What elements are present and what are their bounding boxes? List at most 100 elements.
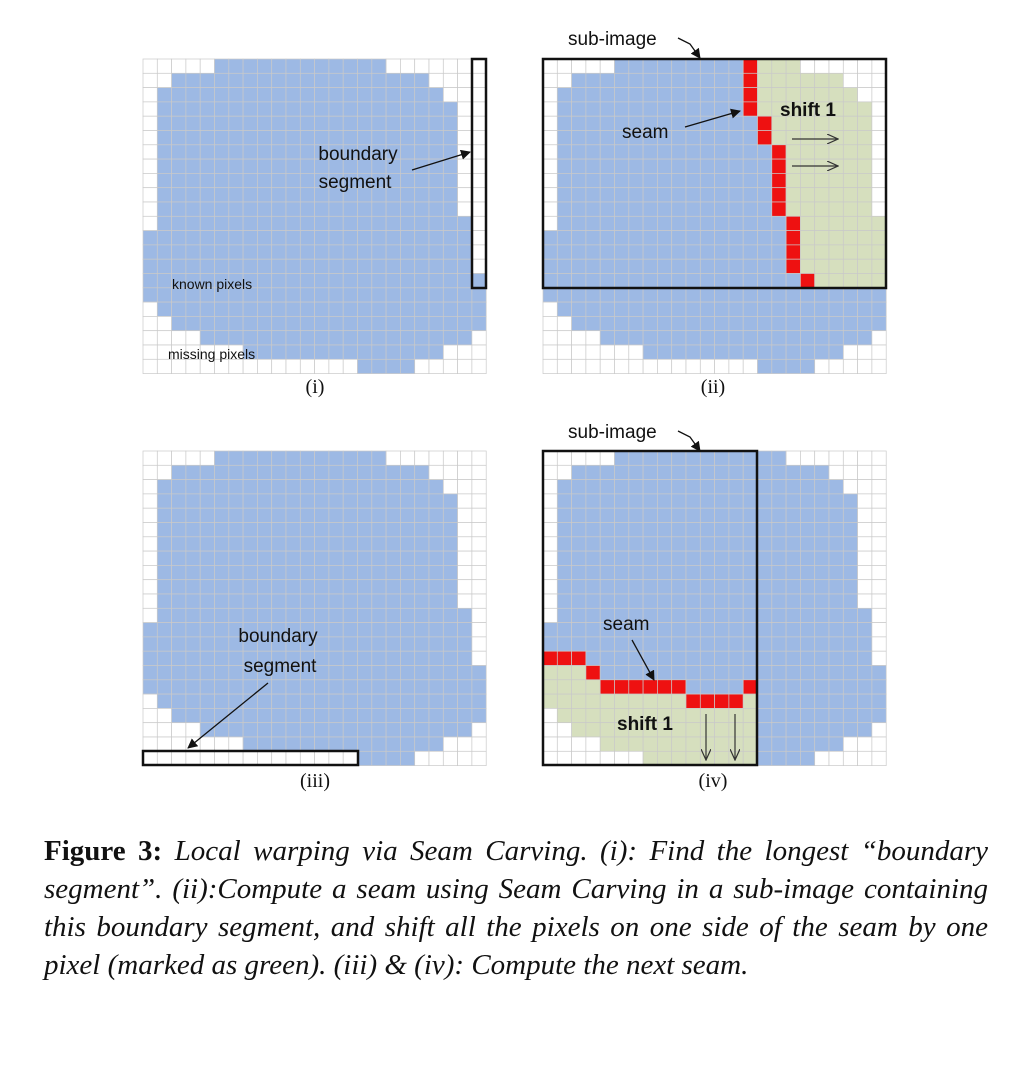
known-pixel	[171, 158, 187, 174]
known-pixel	[771, 650, 787, 666]
known-pixel	[371, 244, 387, 260]
known-pixel	[542, 258, 558, 274]
known-pixel	[257, 187, 273, 203]
known-pixel	[199, 679, 215, 695]
missing-pixel	[142, 173, 158, 189]
known-pixel	[457, 330, 473, 346]
known-pixel	[828, 693, 844, 709]
known-pixel	[199, 173, 215, 189]
known-pixel	[628, 665, 644, 681]
known-pixel	[357, 287, 373, 303]
known-pixel	[614, 636, 630, 652]
known-pixel	[214, 622, 230, 638]
known-pixel	[685, 536, 701, 552]
known-pixel	[699, 679, 715, 695]
known-pixel	[585, 507, 601, 523]
known-pixel	[357, 493, 373, 509]
missing-pixel	[442, 87, 458, 103]
missing-pixel	[471, 173, 487, 189]
known-pixel	[385, 736, 401, 752]
known-pixel	[556, 593, 572, 609]
known-pixel	[271, 273, 287, 289]
known-pixel	[400, 358, 416, 374]
known-pixel	[400, 593, 416, 609]
known-pixel	[757, 507, 773, 523]
known-pixel	[642, 464, 658, 480]
panel-label-ii: (ii)	[701, 376, 725, 398]
known-pixel	[685, 593, 701, 609]
known-pixel	[314, 344, 330, 360]
missing-pixel	[171, 58, 187, 74]
known-pixel	[228, 593, 244, 609]
missing-pixel	[857, 72, 873, 88]
known-pixel	[671, 330, 687, 346]
known-pixel	[814, 565, 830, 581]
known-pixel	[571, 622, 587, 638]
known-pixel	[156, 665, 172, 681]
known-pixel	[385, 650, 401, 666]
known-pixel	[271, 579, 287, 595]
known-pixel	[199, 187, 215, 203]
known-pixel	[828, 708, 844, 724]
missing-pixel	[471, 522, 487, 538]
known-pixel	[156, 550, 172, 566]
missing-pixel	[271, 358, 287, 374]
known-pixel	[642, 173, 658, 189]
known-pixel	[199, 144, 215, 160]
known-pixel	[585, 201, 601, 217]
missing-pixel	[471, 130, 487, 146]
missing-pixel	[142, 344, 158, 360]
known-pixel	[357, 464, 373, 480]
seam-label-ii: seam	[622, 122, 668, 143]
missing-pixel	[542, 479, 558, 495]
known-pixel	[599, 464, 615, 480]
missing-pixel	[556, 316, 572, 332]
known-pixel	[714, 72, 730, 88]
known-pixel	[242, 130, 258, 146]
known-pixel	[785, 479, 801, 495]
known-pixel	[671, 130, 687, 146]
known-pixel	[814, 607, 830, 623]
known-pixel	[285, 522, 301, 538]
known-pixel	[571, 301, 587, 317]
known-pixel	[714, 479, 730, 495]
known-pixel	[442, 665, 458, 681]
known-pixel	[628, 536, 644, 552]
missing-pixel	[842, 72, 858, 88]
known-pixel	[314, 708, 330, 724]
missing-pixel	[471, 507, 487, 523]
known-pixel	[671, 450, 687, 466]
missing-pixel	[185, 450, 201, 466]
known-pixel	[371, 750, 387, 766]
known-pixel	[800, 579, 816, 595]
known-pixel	[271, 258, 287, 274]
known-pixel	[442, 244, 458, 260]
known-pixel	[642, 273, 658, 289]
missing-pixel	[542, 536, 558, 552]
known-pixel	[357, 273, 373, 289]
known-pixel	[814, 665, 830, 681]
known-pixel	[671, 173, 687, 189]
known-pixel	[714, 330, 730, 346]
known-pixel	[842, 679, 858, 695]
known-pixel	[671, 187, 687, 203]
known-pixel	[171, 101, 187, 117]
pixel-grid-i	[142, 58, 487, 374]
known-pixel	[728, 607, 744, 623]
shifted-pixel	[800, 258, 816, 274]
missing-pixel	[199, 750, 215, 766]
boundary-arrow-i	[411, 149, 471, 171]
known-pixel	[628, 244, 644, 260]
known-pixel	[185, 693, 201, 709]
known-pixel	[628, 650, 644, 666]
shifted-pixel	[828, 230, 844, 246]
known-pixel	[428, 493, 444, 509]
missing-pixel	[857, 522, 873, 538]
known-pixel	[585, 316, 601, 332]
known-pixel	[671, 215, 687, 231]
known-pixel	[214, 230, 230, 246]
known-pixel	[728, 450, 744, 466]
known-pixel	[757, 607, 773, 623]
missing-pixel	[857, 358, 873, 374]
missing-pixel	[457, 130, 473, 146]
